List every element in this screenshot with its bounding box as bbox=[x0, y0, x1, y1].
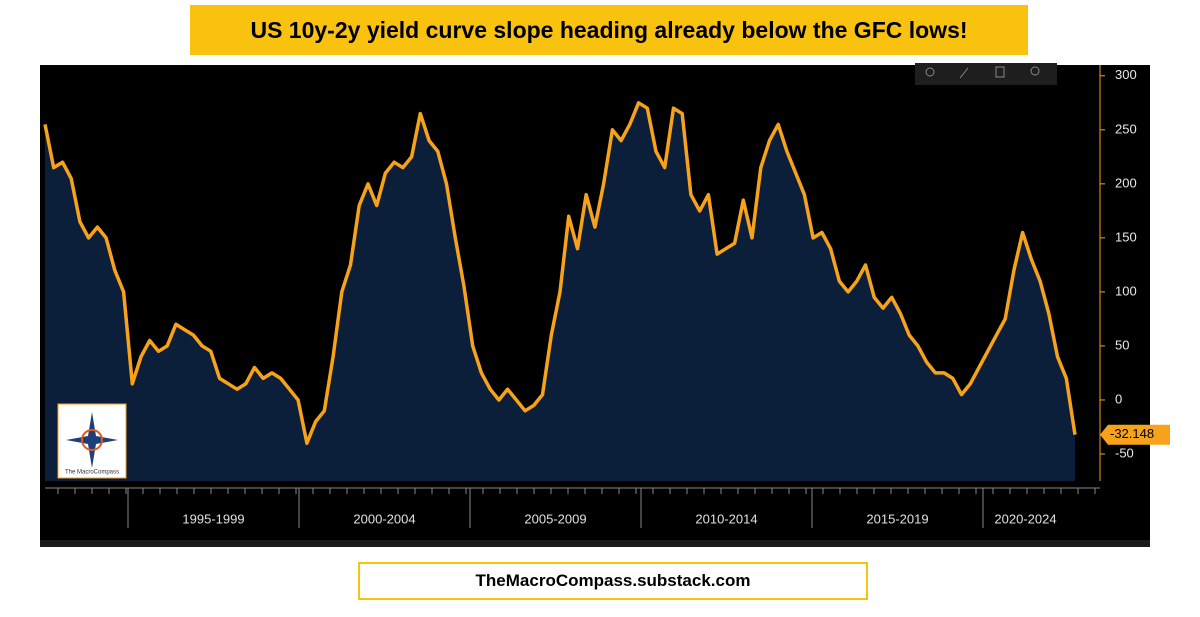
last-value-flag bbox=[1100, 424, 1170, 445]
x-period-label: 2010-2014 bbox=[695, 511, 757, 526]
toolbar bbox=[915, 63, 1057, 85]
logo-text: The MacroCompass bbox=[65, 470, 119, 476]
last-value-label: -32.148 bbox=[1110, 426, 1154, 441]
line bbox=[43, 101, 1077, 445]
y-tick-label: 0 bbox=[1115, 391, 1122, 406]
logo-ring bbox=[81, 429, 103, 451]
x-period-label: 2005-2009 bbox=[524, 511, 586, 526]
footer-banner: TheMacroCompass.substack.com bbox=[358, 562, 868, 600]
y-tick-label: 100 bbox=[1115, 283, 1137, 298]
logo-star bbox=[66, 412, 118, 468]
tool-icon bbox=[925, 67, 935, 77]
plot: 300 250 200 150 100 50 0 -50 -32.148 1995-1999 200… bbox=[43, 65, 1170, 528]
y-tick-label: 250 bbox=[1115, 121, 1137, 136]
tool-icon bbox=[1030, 66, 1040, 76]
x-period-label: 2000-2004 bbox=[353, 511, 415, 526]
tool-icon bbox=[959, 67, 969, 79]
x-period-label: 2015-2019 bbox=[866, 511, 928, 526]
title-banner: US 10y-2y yield curve slope heading alre… bbox=[190, 5, 1028, 55]
y-tick-label: -50 bbox=[1115, 445, 1134, 460]
y-tick-label: 200 bbox=[1115, 175, 1137, 190]
y-tick-label: 300 bbox=[1115, 67, 1137, 82]
toolbar-bg bbox=[915, 63, 1057, 85]
y-tick-label: 150 bbox=[1115, 229, 1137, 244]
x-period-label: 1995-1999 bbox=[182, 511, 244, 526]
x-period-label: 2020-2024 bbox=[994, 511, 1056, 526]
y-tick-label: 50 bbox=[1115, 337, 1129, 352]
scroll-strip bbox=[40, 540, 1150, 547]
tool-icon bbox=[995, 66, 1005, 78]
logo: The MacroCompass bbox=[57, 403, 127, 479]
